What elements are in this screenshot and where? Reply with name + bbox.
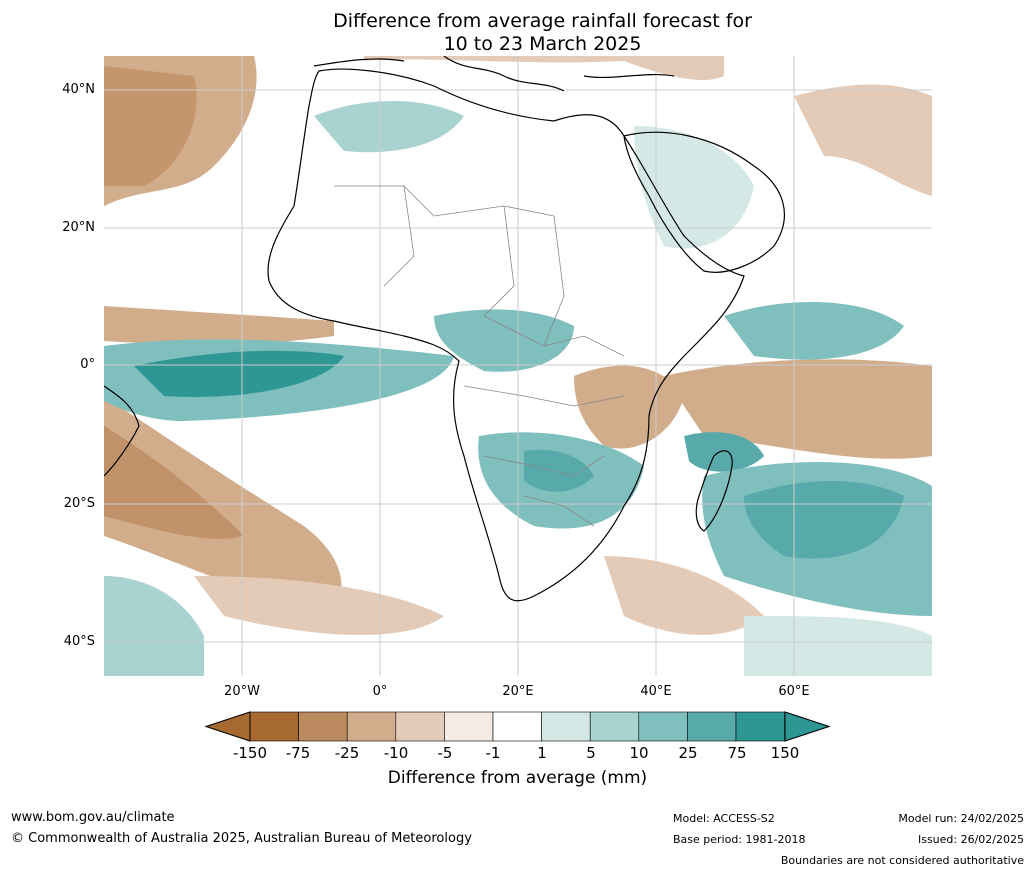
colorbar-bin (346, 711, 397, 742)
model-text: Model: ACCESS-S2 (673, 812, 775, 825)
colorbar-tick: 75 (727, 744, 747, 762)
lat-label-20n: 20°N (62, 220, 95, 235)
wet-area-southwest-atlantic (104, 576, 204, 676)
title-line-1: Difference from average rainfall forecas… (333, 10, 752, 32)
model-run-text: Model run: 24/02/2025 (898, 812, 1024, 825)
issued-text: Issued: 26/02/2025 (917, 833, 1024, 846)
colorbar (205, 711, 830, 742)
wet-area-central-africa (434, 309, 574, 372)
wet-area-southern-ocean-east (744, 616, 932, 676)
colorbar-bin (444, 711, 494, 742)
africa-coastline (267, 68, 745, 602)
lat-label-20s: 20°S (63, 496, 95, 511)
colorbar-high-extend (784, 711, 830, 742)
lon-label-0: 0° (372, 684, 388, 699)
wet-area-arabia (634, 126, 754, 249)
colorbar-tick: -5 (437, 744, 453, 762)
wet-area-south-indian-core (744, 481, 904, 559)
map-title: Difference from average rainfall forecas… (0, 10, 1035, 56)
colorbar-tick: -75 (285, 744, 311, 762)
dry-area-southern-ocean (194, 576, 444, 635)
colorbar-bin (589, 711, 640, 742)
europe-coastline (313, 56, 675, 92)
colorbar-bin (249, 711, 299, 742)
colorbar-bin (298, 711, 348, 742)
dry-area-south-atlantic (104, 396, 342, 616)
colorbar-tick: 25 (678, 744, 698, 762)
south-america-coastline (104, 385, 140, 477)
lat-label-40n: 40°N (62, 82, 95, 97)
colorbar-bin (687, 711, 737, 742)
graticule (104, 56, 932, 676)
map-graphic (104, 56, 932, 676)
madagascar-coastline (695, 450, 733, 532)
colorbar-tick: 1 (537, 744, 547, 762)
wet-area-west-indian-ocean (724, 302, 904, 360)
dry-area-south-atlantic-core (104, 426, 244, 539)
dry-area-south-indian (604, 556, 764, 635)
dry-area-atlantic-north-core (104, 66, 197, 186)
colorbar-tick: 150 (770, 744, 800, 762)
lon-label-60e: 60°E (778, 684, 810, 699)
lon-label-20e: 20°E (502, 684, 534, 699)
colorbar-low-extend (205, 711, 251, 742)
colorbar-bin (735, 711, 785, 742)
country-boundaries (334, 185, 625, 527)
lon-label-40e: 40°E (640, 684, 672, 699)
colorbar-bin (638, 711, 688, 742)
website-link[interactable]: www.bom.gov.au/climate (11, 810, 175, 825)
colorbar-bin (395, 711, 445, 742)
colorbar-label: Difference from average (mm) (387, 768, 648, 788)
title-line-2: 10 to 23 March 2025 (443, 33, 642, 55)
colorbar-tick: -150 (232, 744, 268, 762)
lon-label-20w: 20°W (224, 684, 260, 699)
colorbar-bin (541, 711, 591, 742)
colorbar-tick: -10 (383, 744, 409, 762)
wet-area-equatorial-atlantic-core (134, 350, 344, 397)
colorbar-bin (492, 711, 542, 742)
colorbar-tick: -1 (485, 744, 501, 762)
copyright-text: © Commonwealth of Australia 2025, Austra… (11, 831, 472, 846)
dry-area-middle-east (794, 84, 932, 196)
base-period-text: Base period: 1981-2018 (673, 833, 806, 846)
rainfall-anomaly-map (104, 56, 932, 676)
wet-area-southern-africa-core (524, 449, 594, 492)
wet-area-madagascar-channel (684, 432, 764, 472)
dry-area-equatorial-atlantic (104, 306, 334, 345)
colorbar-tick: 5 (586, 744, 596, 762)
wet-area-mediterranean (314, 101, 464, 153)
colorbar-tick: -25 (334, 744, 360, 762)
dry-area-north-africa (364, 56, 724, 81)
arabia-coastline (623, 131, 785, 273)
colorbar-tick: 10 (629, 744, 649, 762)
disclaimer-text: Boundaries are not considered authoritat… (780, 854, 1024, 867)
lat-label-equator: 0° (80, 357, 95, 372)
lat-label-40s: 40°S (63, 634, 95, 649)
